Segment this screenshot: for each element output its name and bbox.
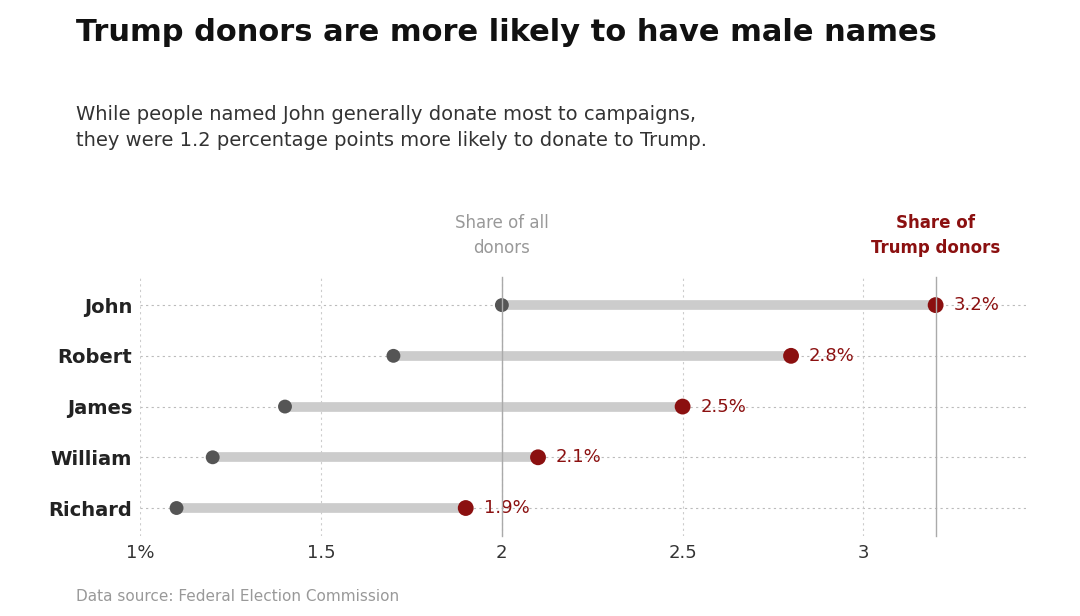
Text: Trump donors are more likely to have male names: Trump donors are more likely to have mal… <box>76 18 936 47</box>
Text: 2.8%: 2.8% <box>809 347 855 365</box>
Point <box>782 351 799 361</box>
Text: While people named John generally donate most to campaigns,
they were 1.2 percen: While people named John generally donate… <box>76 105 706 150</box>
Point <box>457 503 474 513</box>
Text: Data source: Federal Election Commission: Data source: Federal Election Commission <box>76 589 399 604</box>
Point <box>927 300 944 310</box>
Text: 2.1%: 2.1% <box>556 448 602 466</box>
Point <box>276 402 294 411</box>
Point <box>529 452 546 462</box>
Text: Share of all
donors: Share of all donors <box>455 214 549 256</box>
Point <box>384 351 402 361</box>
Text: 2.5%: 2.5% <box>701 397 746 416</box>
Point <box>494 300 511 310</box>
Text: Share of
Trump donors: Share of Trump donors <box>870 214 1000 256</box>
Point <box>167 503 185 513</box>
Text: 3.2%: 3.2% <box>954 296 1000 314</box>
Point <box>674 402 691 411</box>
Text: 1.9%: 1.9% <box>484 499 529 517</box>
Point <box>204 452 221 462</box>
